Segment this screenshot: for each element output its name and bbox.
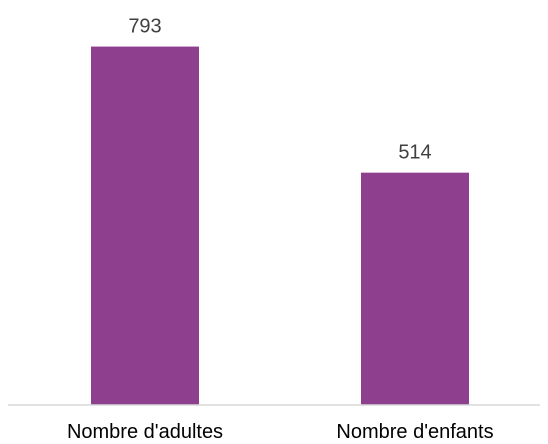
data-label-1: 514 bbox=[398, 142, 431, 164]
bar-0 bbox=[91, 47, 199, 405]
bars-group bbox=[91, 47, 469, 405]
category-label-0: Nombre d'adultes bbox=[67, 421, 223, 443]
category-labels-group: Nombre d'adultes Nombre d'enfants bbox=[67, 421, 494, 443]
bar-1 bbox=[361, 173, 469, 405]
data-label-0: 793 bbox=[128, 16, 161, 38]
category-label-1: Nombre d'enfants bbox=[336, 421, 493, 443]
